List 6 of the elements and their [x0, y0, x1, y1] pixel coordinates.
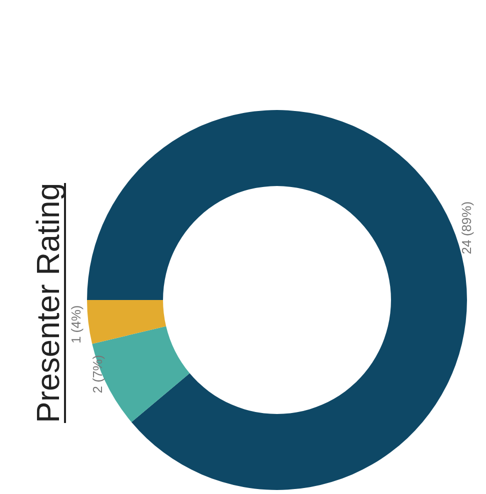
data-label: 24 (89%): [459, 201, 474, 254]
data-label: 1 (4%): [68, 305, 84, 344]
text: Presenter Rating: [30, 182, 66, 423]
data-label: 2 (7%): [90, 354, 105, 394]
donut-slice: [87, 300, 166, 344]
donut-slice: [92, 326, 190, 422]
